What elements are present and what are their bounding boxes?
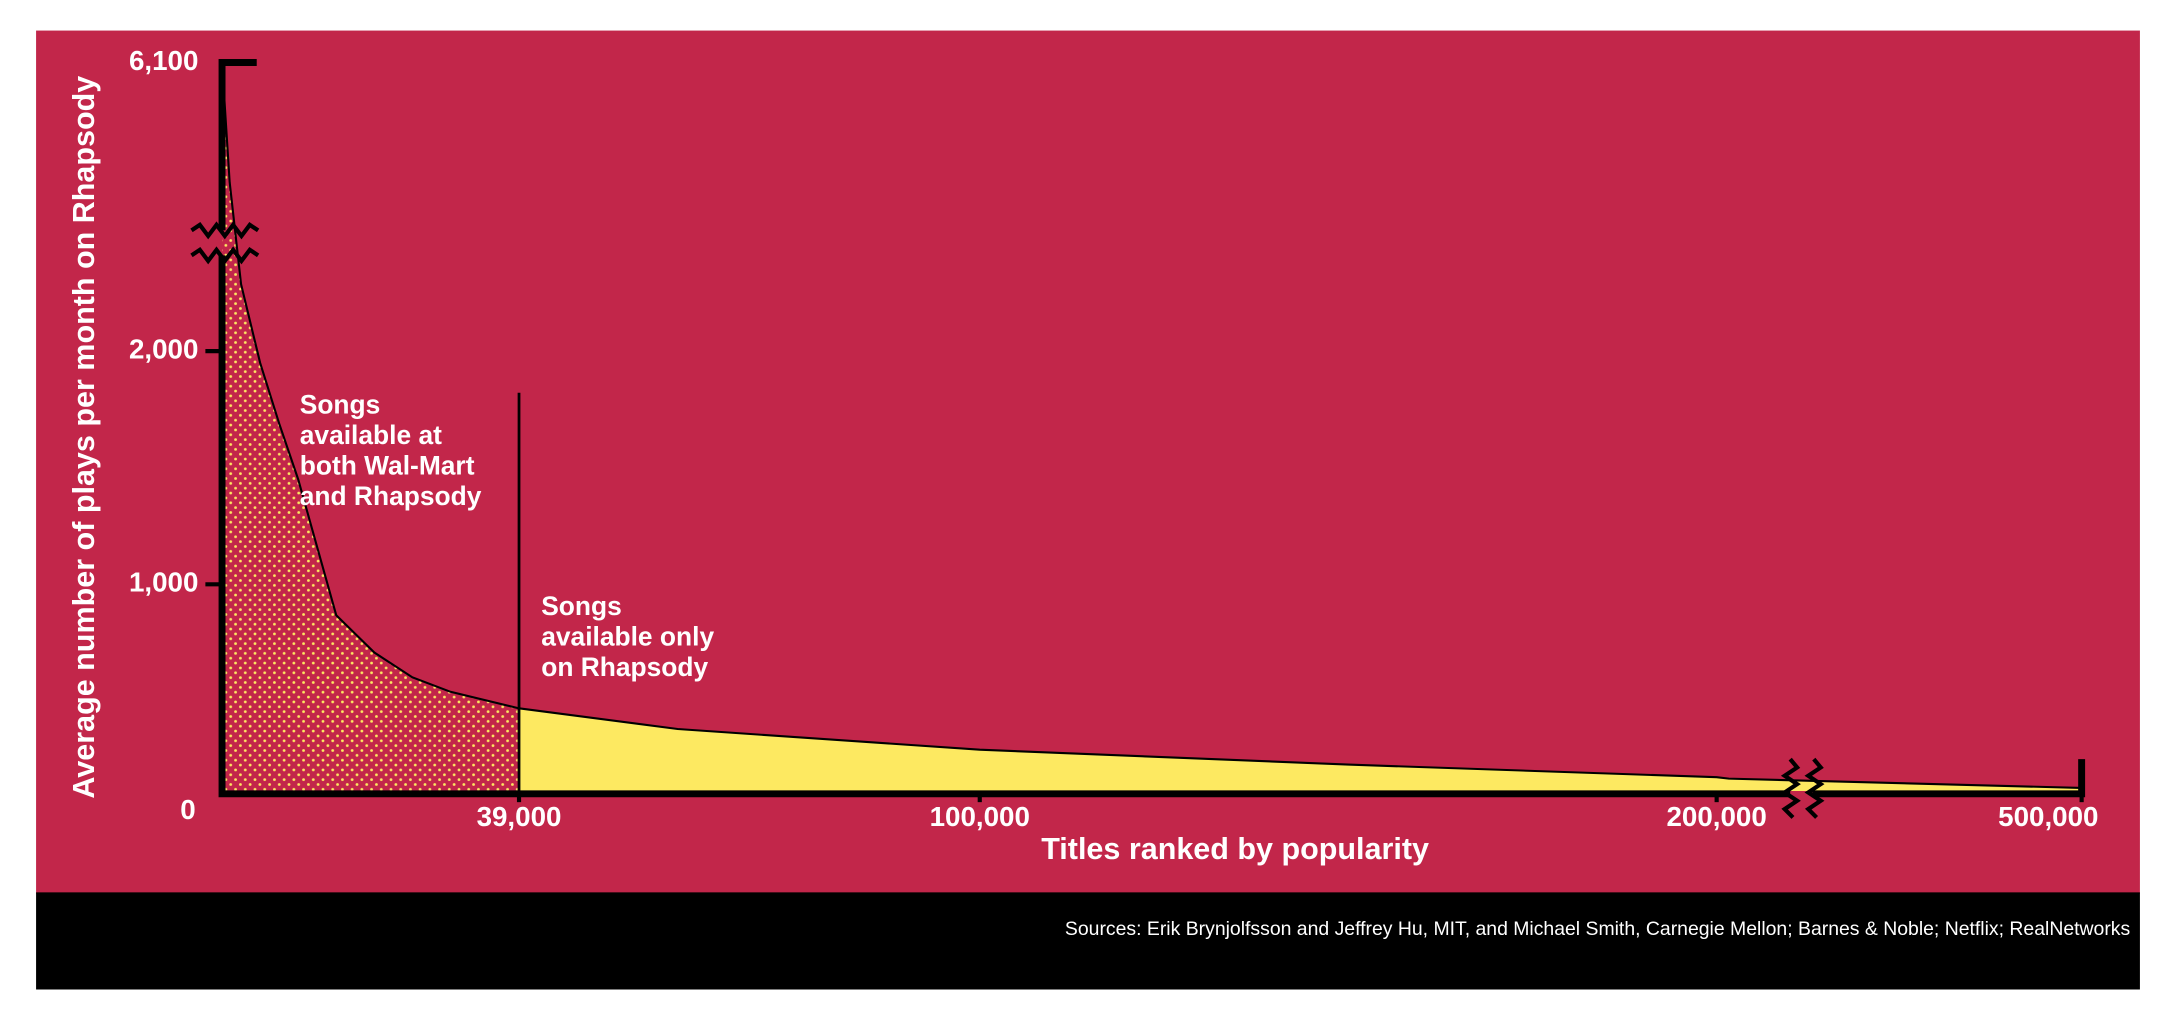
annotation: both Wal-Mart — [300, 451, 475, 481]
x-tick-label: 39,000 — [477, 801, 562, 832]
y-tick-label: 0 — [180, 794, 195, 825]
source-band — [36, 892, 2140, 990]
y-axis-break — [190, 246, 260, 265]
annotation: on Rhapsody — [541, 652, 708, 682]
y-axis-title: Average number of plays per month on Rha… — [67, 76, 101, 799]
y-tick-label: 1,000 — [129, 567, 198, 598]
axes — [190, 59, 2086, 819]
x-tick-label: 500,000 — [1998, 801, 2098, 832]
y-tick-label: 2,000 — [129, 333, 198, 364]
curve — [221, 62, 2082, 789]
x-axis-title: Titles ranked by popularity — [1041, 832, 1429, 866]
plot-area — [221, 62, 2082, 792]
x-tick-label: 200,000 — [1666, 801, 1766, 832]
y-tick-label: 6,100 — [129, 45, 198, 76]
y-axis-break — [190, 221, 260, 240]
annotation: available only — [541, 621, 714, 651]
annotation: and Rhapsody — [300, 481, 482, 511]
annotation: Songs — [541, 591, 622, 621]
x-axis-break — [1804, 757, 1825, 819]
source: Sources: Erik Brynjolfsson and Jeffrey H… — [1065, 918, 2130, 940]
area-both-stores — [222, 62, 520, 792]
annotation: available at — [300, 420, 442, 450]
x-axis-break — [1780, 757, 1801, 819]
area-rhapsody-only — [519, 708, 2082, 792]
annotation: Songs — [300, 390, 381, 420]
x-tick-label: 100,000 — [930, 801, 1030, 832]
